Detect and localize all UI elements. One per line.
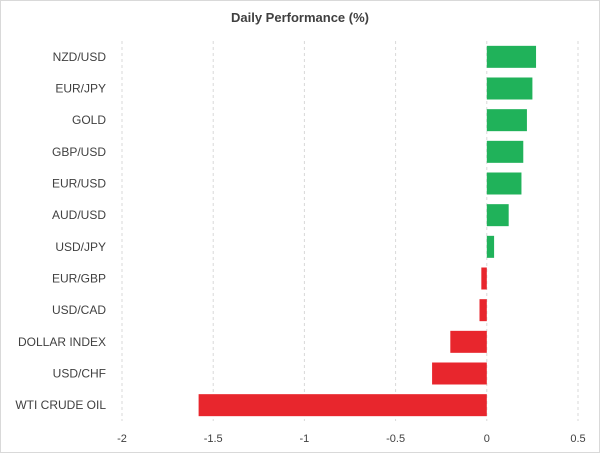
category-label: USD/JPY — [55, 240, 106, 254]
category-label: EUR/GBP — [52, 272, 106, 286]
category-label: EUR/USD — [52, 177, 106, 191]
bar-usd-cad — [479, 299, 487, 322]
bar-usd-chf — [432, 362, 487, 385]
bar-wti-crude-oil — [198, 394, 487, 417]
category-label: DOLLAR INDEX — [18, 335, 106, 349]
bar-aud-usd — [486, 204, 509, 227]
x-tick-label: 0 — [484, 433, 490, 445]
category-label: EUR/JPY — [55, 82, 106, 96]
category-label: WTI CRUDE OIL — [15, 398, 106, 412]
category-label: GOLD — [72, 113, 106, 127]
bar-gold — [486, 109, 527, 132]
category-label: USD/CAD — [52, 303, 106, 317]
x-tick-label: -0.5 — [386, 433, 405, 445]
bar-usd-jpy — [486, 235, 495, 258]
x-tick-label: -2 — [117, 433, 127, 445]
bar-eur-usd — [486, 172, 522, 195]
bar-gbp-usd — [486, 140, 524, 163]
bar-eur-jpy — [486, 77, 533, 100]
category-label: GBP/USD — [52, 145, 106, 159]
x-tick-label: 0.5 — [570, 433, 585, 445]
category-label: USD/CHF — [53, 367, 106, 381]
category-label: AUD/USD — [52, 208, 106, 222]
category-label: NZD/USD — [53, 50, 107, 64]
bar-nzd-usd — [486, 45, 537, 68]
x-tick-label: -1 — [300, 433, 310, 445]
bar-dollar-index — [450, 330, 487, 353]
x-tick-label: -1.5 — [204, 433, 223, 445]
chart-title: Daily Performance (%) — [231, 10, 369, 25]
bar-eur-gbp — [481, 267, 487, 290]
